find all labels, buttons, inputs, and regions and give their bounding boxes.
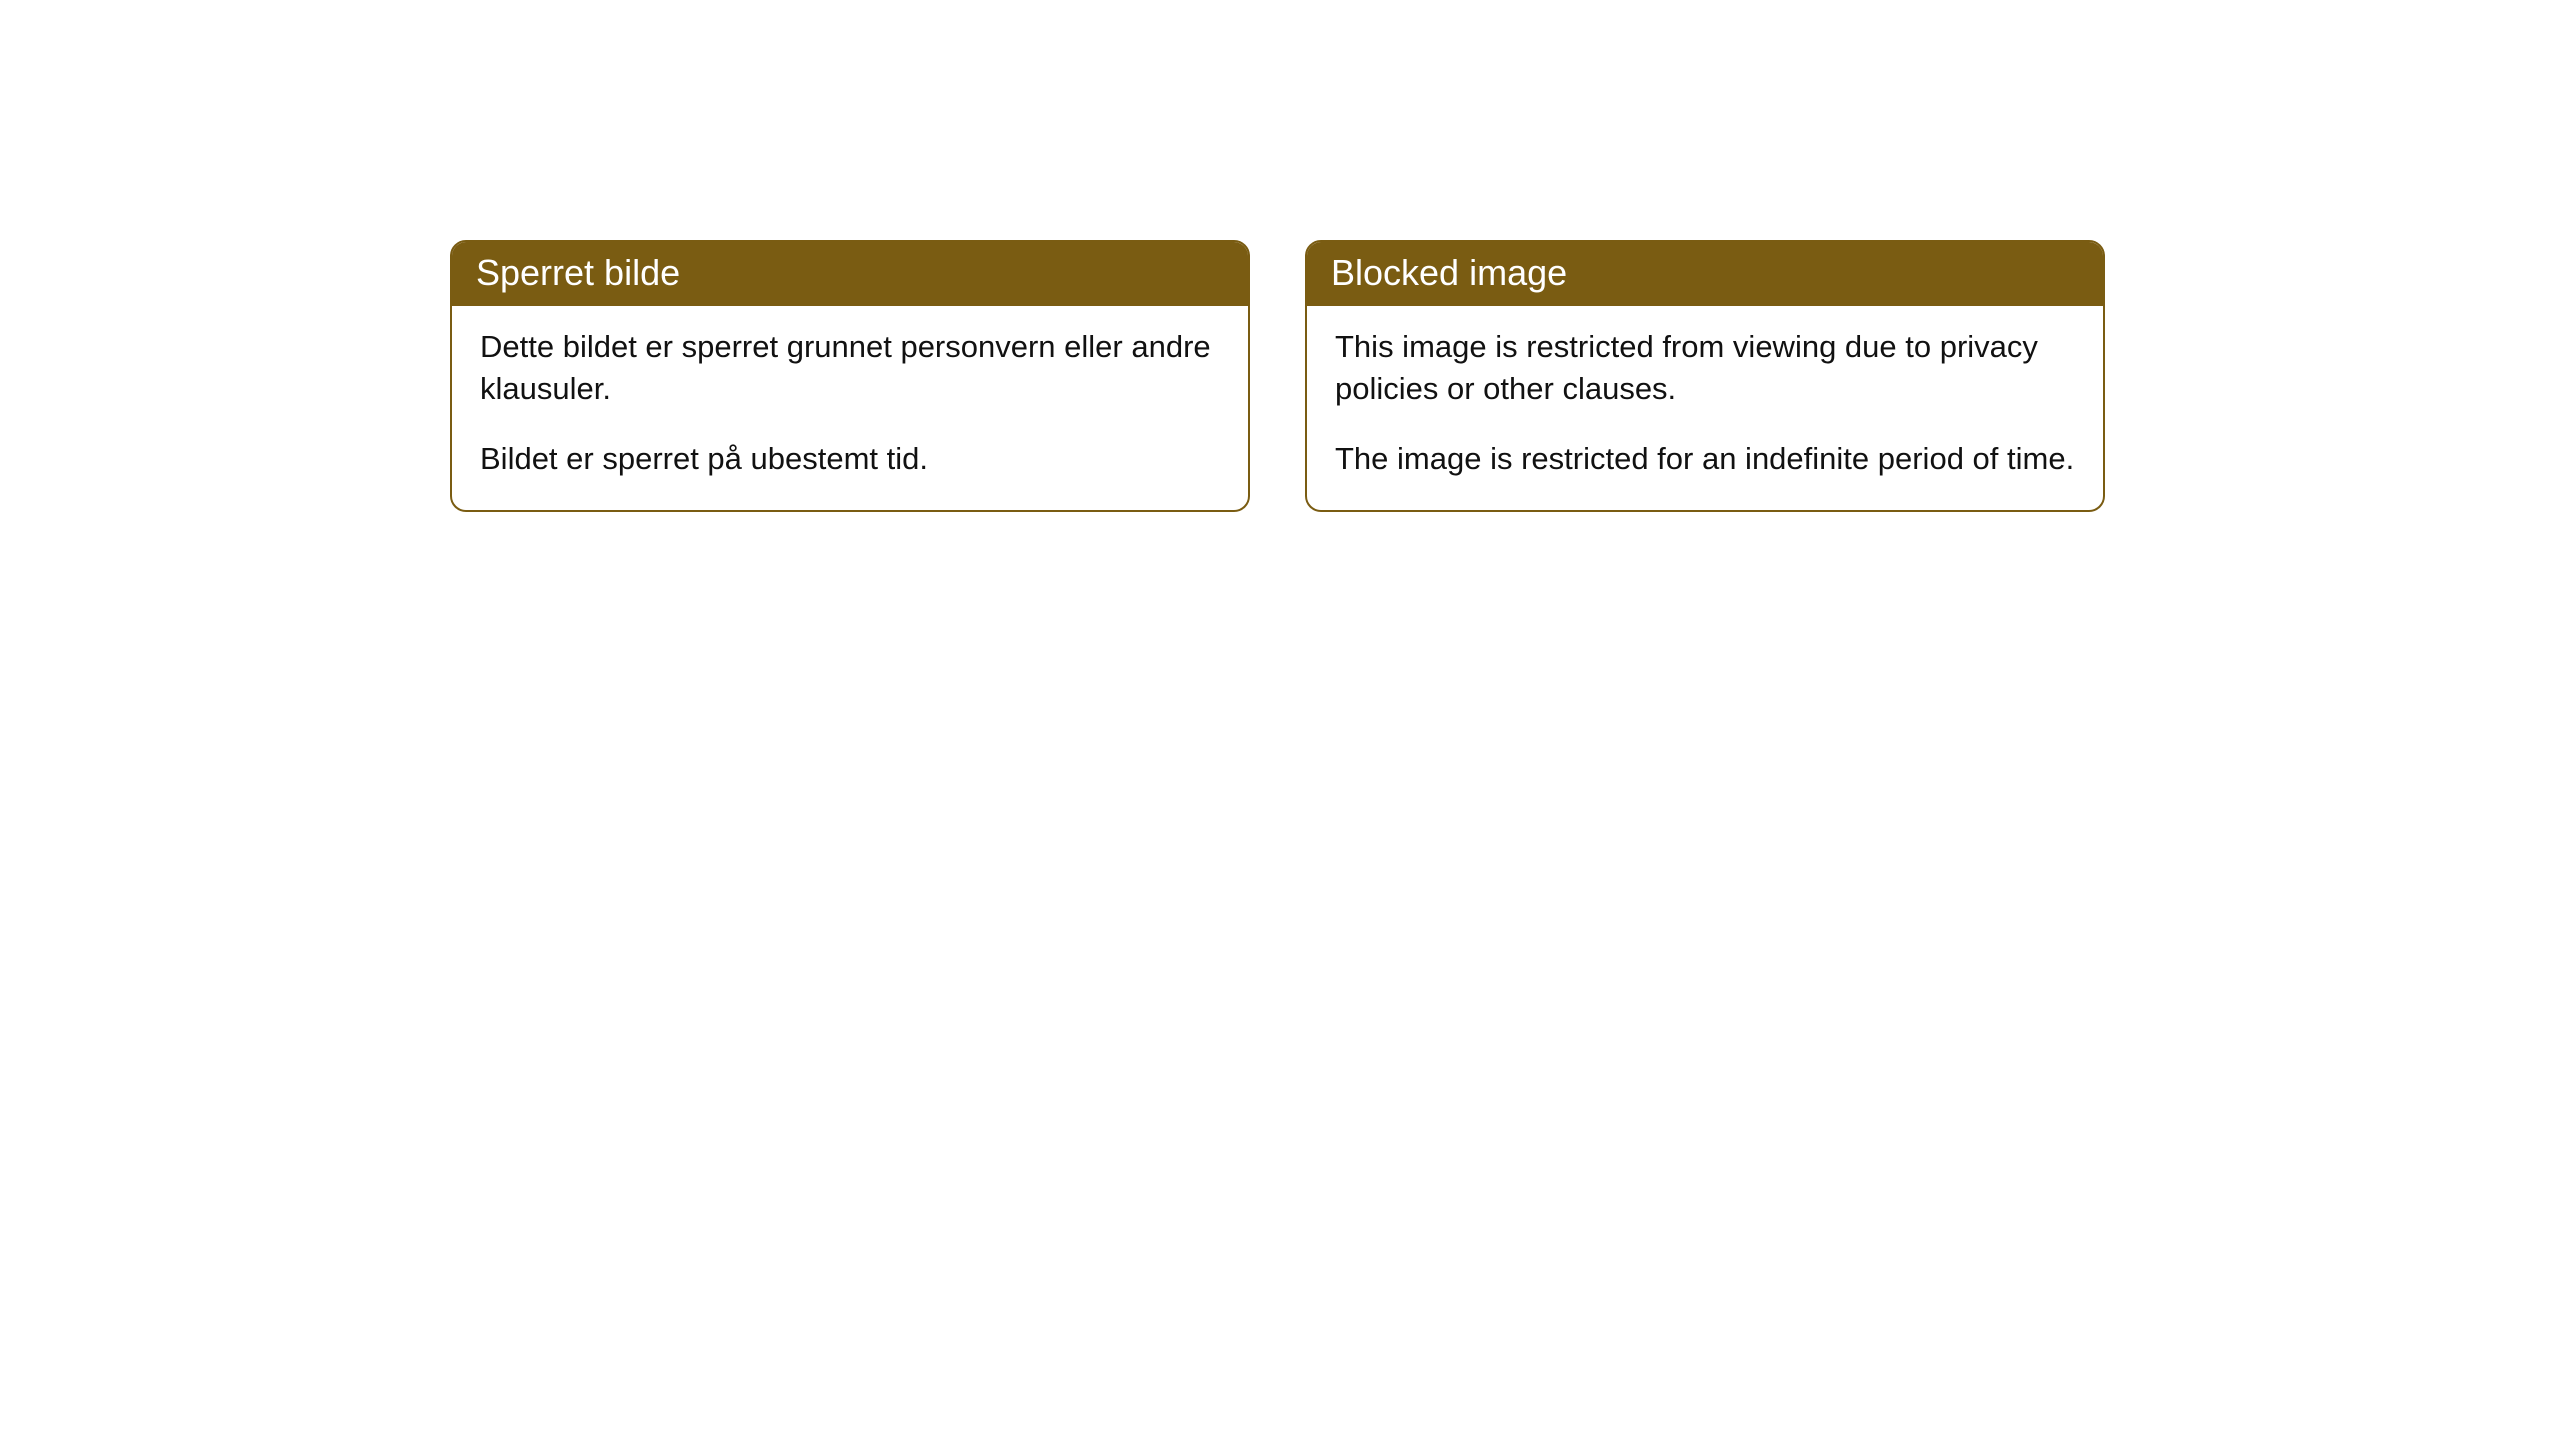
card-header-en: Blocked image <box>1307 242 2103 306</box>
blocked-image-card-no: Sperret bilde Dette bildet er sperret gr… <box>450 240 1250 512</box>
card-body-no: Dette bildet er sperret grunnet personve… <box>452 306 1248 510</box>
card-text-en-1: This image is restricted from viewing du… <box>1335 326 2075 410</box>
card-body-en: This image is restricted from viewing du… <box>1307 306 2103 510</box>
card-header-no: Sperret bilde <box>452 242 1248 306</box>
card-text-en-2: The image is restricted for an indefinit… <box>1335 438 2075 480</box>
blocked-image-cards: Sperret bilde Dette bildet er sperret gr… <box>450 240 2560 512</box>
card-text-no-1: Dette bildet er sperret grunnet personve… <box>480 326 1220 410</box>
card-text-no-2: Bildet er sperret på ubestemt tid. <box>480 438 1220 480</box>
blocked-image-card-en: Blocked image This image is restricted f… <box>1305 240 2105 512</box>
